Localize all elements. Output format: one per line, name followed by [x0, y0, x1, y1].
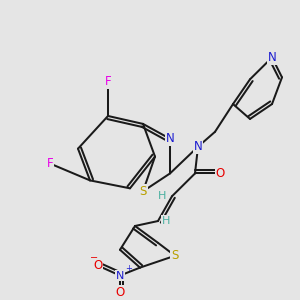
Text: N: N	[116, 271, 124, 281]
Text: H: H	[158, 191, 166, 201]
Text: S: S	[171, 249, 179, 262]
Text: F: F	[47, 157, 53, 170]
Text: O: O	[116, 286, 124, 299]
Text: O: O	[215, 167, 225, 180]
Text: N: N	[194, 140, 202, 153]
Text: F: F	[105, 75, 111, 88]
Text: S: S	[139, 185, 147, 198]
Text: H: H	[162, 216, 170, 226]
Text: +: +	[125, 264, 132, 273]
Text: N: N	[268, 51, 276, 64]
Text: −: −	[90, 253, 98, 263]
Text: O: O	[93, 259, 103, 272]
Text: N: N	[166, 132, 174, 145]
